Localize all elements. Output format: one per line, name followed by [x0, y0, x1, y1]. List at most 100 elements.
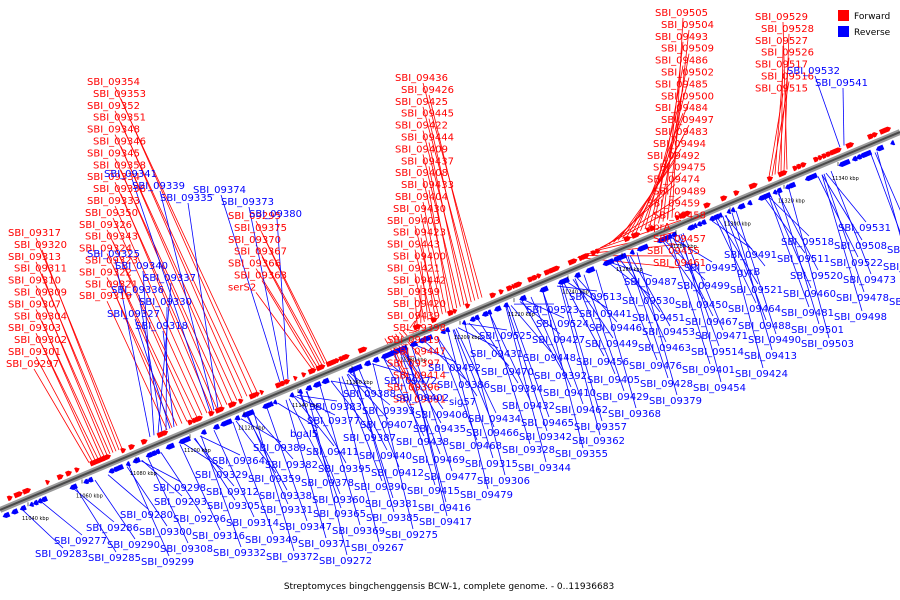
gene-label: SBI_09529: [755, 12, 808, 23]
reverse-gene-arrow: [473, 314, 481, 321]
gene-label: SBI_09485: [655, 79, 708, 90]
gene-label: SBI_09372: [266, 552, 319, 563]
leader-line: [770, 196, 812, 289]
gene-label: SBI_09374: [193, 185, 246, 196]
gene-label: SBI_09277: [54, 536, 107, 547]
leader-line: [347, 373, 389, 420]
forward-gene-arrow: [128, 444, 135, 451]
leader-line: [235, 420, 277, 474]
reverse-gene-arrow: [842, 158, 851, 166]
leader-line: [715, 219, 757, 304]
gene-label: SBI_09377: [307, 416, 360, 427]
forward-gene-arrow: [792, 165, 799, 172]
forward-gene-arrow: [430, 317, 438, 324]
reverse-gene-arrow: [200, 429, 207, 435]
forward-gene-arrow: [187, 419, 194, 426]
forward-gene-arrow: [590, 250, 597, 257]
leader-line: [780, 45, 784, 172]
leader-line: [405, 349, 447, 503]
reverse-gene-arrow: [730, 207, 736, 213]
gene-label: SBI_09505: [655, 8, 708, 19]
gene-label: SBI_09314: [226, 518, 279, 529]
gene-label: SBI_09340: [115, 261, 168, 272]
gene-label: SBI_09525: [479, 331, 532, 342]
gene-label: SBI_09423: [393, 228, 446, 239]
leader-line: [319, 385, 361, 526]
leader-line: [722, 216, 764, 369]
leader-line: [255, 292, 313, 370]
forward-gene-arrow: [65, 470, 73, 477]
gene-label: SBI_09459: [647, 198, 700, 209]
gene-label: SBI_09348: [87, 125, 140, 136]
gene-label: SBI_09364: [212, 456, 265, 467]
gene-label: SBI_09487: [624, 277, 677, 288]
reverse-gene-arrow: [321, 377, 330, 385]
reverse-gene-arrow: [69, 483, 78, 490]
leader-line: [717, 218, 759, 285]
gene-label: SBI_09336: [111, 285, 164, 296]
leader-line: [266, 407, 308, 522]
leader-line: [138, 294, 163, 433]
reverse-gene-arrow: [125, 461, 131, 467]
reverse-gene-arrow: [268, 401, 274, 407]
gene-label: SBI_09407: [360, 420, 413, 431]
leader-line: [680, 233, 722, 383]
gene-label: SBI_09317: [8, 228, 61, 239]
gene-label: SBI_09410: [543, 388, 596, 399]
gene-label: SBI_09461: [653, 258, 706, 269]
gene-label: SBI_09280: [120, 510, 173, 521]
leader-line: [107, 474, 149, 510]
scale-tick-label: 11080 kbp: [130, 471, 157, 477]
leader-line: [160, 452, 202, 514]
leader-line: [521, 300, 563, 371]
leader-line: [788, 188, 830, 339]
leader-line: [75, 487, 117, 553]
gene-label: SBI_09518: [781, 237, 834, 248]
leader-line: [253, 413, 295, 552]
forward-gene-arrow: [56, 474, 64, 481]
leader-line: [870, 154, 900, 233]
leader-line: [131, 178, 211, 412]
gene-label: SBI_09411: [306, 447, 359, 458]
leader-line: [165, 306, 168, 431]
forward-gene-arrow: [446, 309, 455, 317]
gene-label: SBI_09503: [801, 339, 854, 350]
gene-label: SBI_09526: [761, 48, 814, 59]
gene-label: SBI_09515: [755, 83, 808, 94]
leader-line: [220, 194, 281, 383]
reverse-gene-arrow: [83, 478, 90, 485]
leader-line: [41, 502, 83, 536]
leader-line: [306, 390, 348, 556]
forward-gene-arrow: [648, 225, 656, 232]
reverse-gene-arrow: [493, 305, 502, 312]
forward-gene-arrow: [748, 182, 758, 190]
leader-line: [41, 344, 96, 461]
reverse-gene-arrow: [519, 294, 527, 302]
leader-line: [120, 98, 253, 395]
gene-label: SBI_09353: [93, 89, 146, 100]
gene-label: SBI_09448: [523, 353, 576, 364]
reverse-gene-arrow: [560, 276, 570, 284]
gene-label: SBI_09475: [653, 163, 706, 174]
gene-label: SBI_09405: [587, 375, 640, 386]
reverse-gene-arrow: [40, 495, 48, 503]
reverse-gene-arrow: [737, 202, 746, 210]
reverse-gene-arrow: [297, 388, 304, 395]
reverse-gene-arrow: [29, 501, 35, 507]
leader-line: [428, 166, 458, 309]
gene-label: SBI_09456: [576, 357, 629, 368]
leader-line: [640, 101, 690, 232]
forward-gene-arrow: [832, 147, 842, 155]
forward-gene-arrow: [237, 398, 244, 404]
reverse-gene-arrow: [19, 504, 27, 511]
leader-line: [128, 465, 170, 557]
gene-label: SBI_09351: [93, 113, 146, 124]
leader-line: [466, 323, 508, 331]
gene-label: SBI_09286: [86, 523, 139, 534]
forward-gene-arrow: [255, 391, 260, 397]
gene-label: SBI_09497: [661, 115, 714, 126]
gene-label: SBI_09299: [141, 557, 194, 568]
leader-line: [420, 213, 443, 315]
gene-label: SBI_09444: [401, 133, 454, 144]
leader-line: [821, 174, 863, 312]
